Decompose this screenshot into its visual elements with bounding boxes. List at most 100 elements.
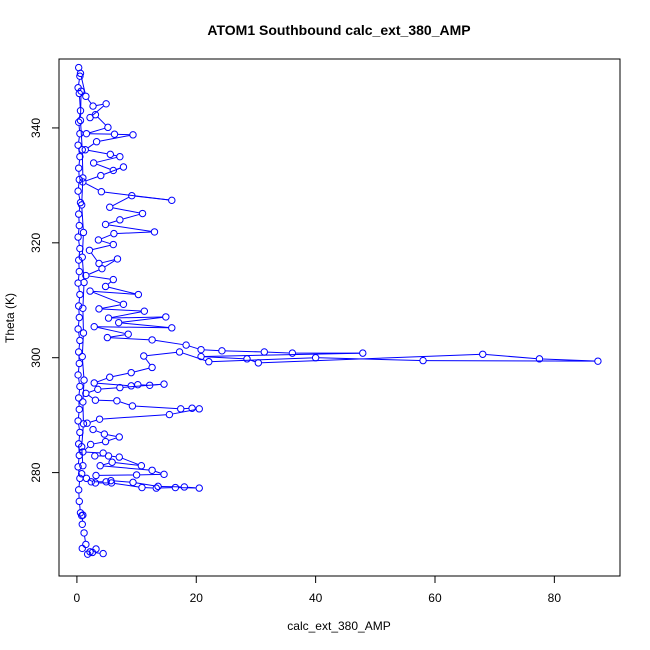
data-point (146, 381, 154, 389)
data-point (91, 111, 100, 119)
data-point (74, 486, 83, 494)
data-point (134, 381, 142, 389)
series-line-segment (189, 345, 198, 350)
x-tick-label: 80 (548, 591, 562, 605)
series-line-segment (89, 275, 111, 280)
data-point (91, 452, 99, 460)
data-point (132, 471, 141, 479)
series-line-segment (136, 482, 155, 487)
data-point (116, 216, 124, 224)
series-line-segment (107, 281, 112, 285)
data-layer (74, 63, 602, 558)
data-point (260, 348, 269, 356)
series-line-segment (114, 482, 139, 488)
data-point (101, 220, 110, 229)
y-axis-label: Theta (K) (3, 293, 17, 343)
series-line-segment (88, 149, 108, 155)
data-point (76, 382, 84, 391)
series-line-segment (78, 79, 80, 85)
series-line-segment (119, 401, 130, 406)
series-line-segment (97, 326, 169, 329)
series-line-segment (96, 156, 117, 163)
data-point (106, 203, 114, 211)
series-line-segment (96, 163, 111, 170)
data-point (106, 150, 115, 159)
data-point (85, 246, 94, 254)
series-line-segment (115, 462, 139, 466)
series-line-segment (93, 441, 103, 445)
data-point (160, 380, 168, 388)
y-tick-label: 340 (29, 118, 43, 138)
data-point (79, 329, 88, 337)
series-line-segment (108, 220, 117, 224)
series-line-segment (81, 208, 84, 230)
data-point (82, 474, 91, 483)
series-line-segment (78, 194, 81, 200)
data-point (74, 371, 82, 379)
series-line-segment (82, 383, 85, 399)
data-point (101, 437, 110, 446)
data-point (195, 405, 203, 413)
data-point (77, 87, 85, 95)
series-line-segment (155, 470, 161, 474)
chart-title: ATOM1 Southbound calc_ext_380_AMP (207, 22, 470, 38)
series-line-segment (96, 103, 103, 107)
series-line-segment (204, 356, 244, 360)
data-point (148, 466, 156, 475)
x-axis-label: calc_ext_380_AMP (287, 619, 390, 633)
series-line-segment (97, 326, 126, 334)
data-point (79, 228, 88, 237)
series-line-segment (92, 105, 104, 116)
series-line-segment (97, 377, 107, 383)
series-line-segment (110, 337, 149, 341)
series-line-segment (92, 244, 111, 250)
series-line-segment (93, 291, 121, 304)
data-point (359, 349, 367, 357)
series-line-segment (78, 136, 80, 142)
data-point (82, 271, 90, 280)
data-point (81, 146, 89, 154)
data-point (86, 440, 95, 449)
data-point (197, 352, 205, 361)
data-point (154, 482, 162, 491)
data-point (218, 347, 226, 355)
x-axis: 0 20 40 60 80 (74, 575, 562, 605)
series-line-segment (111, 316, 163, 319)
series-line-segment (82, 359, 85, 377)
data-point (116, 152, 124, 161)
series-line-segment (99, 134, 130, 142)
data-point (102, 478, 110, 486)
data-point (78, 352, 86, 361)
data-point (109, 275, 118, 284)
series-line-segment (79, 96, 81, 108)
data-point (74, 233, 82, 241)
series-line-segment (78, 378, 80, 384)
data-point (108, 458, 116, 466)
data-point (127, 382, 135, 390)
data-point (197, 345, 205, 354)
data-point (74, 141, 82, 149)
data-point (87, 478, 95, 486)
series-line-segment (103, 167, 121, 175)
data-point (89, 425, 97, 434)
x-tick-label: 20 (190, 591, 204, 605)
series-line-segment (82, 285, 85, 305)
series-line-segment (103, 462, 109, 466)
series-line-segment (204, 352, 360, 357)
data-point (140, 352, 148, 360)
data-point (78, 146, 86, 154)
series-line-segment (85, 183, 99, 191)
series-line-segment (114, 480, 130, 483)
data-point (91, 396, 100, 404)
data-point (254, 359, 263, 367)
data-point (74, 394, 83, 402)
data-point (188, 404, 196, 412)
series-line-segment (134, 367, 149, 373)
data-point (77, 443, 86, 451)
data-point (205, 358, 213, 366)
data-point (82, 129, 91, 138)
data-point (110, 229, 118, 238)
series-line-segment (486, 354, 537, 360)
data-point (96, 462, 104, 470)
